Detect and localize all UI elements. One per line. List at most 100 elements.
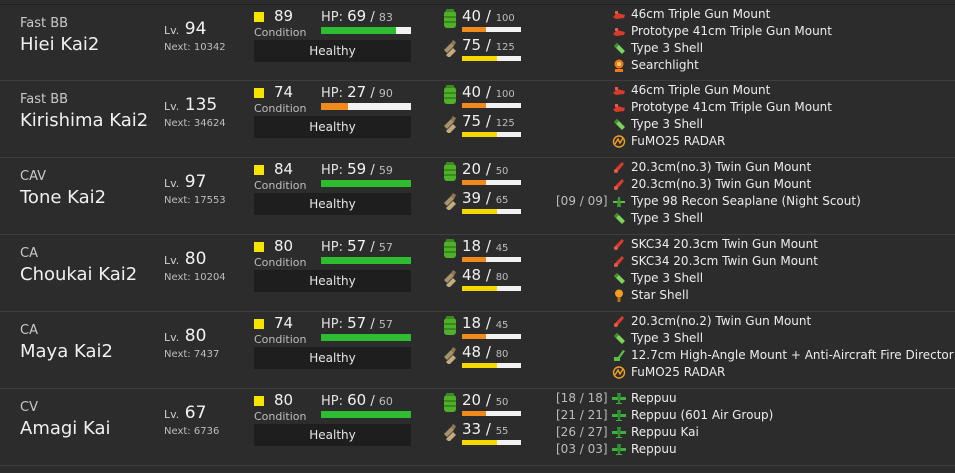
equipment-item[interactable]: [26 / 27] Reppuu Kai xyxy=(556,424,955,441)
next-exp: Next: 7437 xyxy=(164,349,219,360)
hp-max: 60 xyxy=(378,395,393,408)
equipment-item[interactable]: [09 / 09] Type 98 Recon Seaplane (Night S… xyxy=(556,193,955,210)
equipment-item[interactable]: 12.7cm High-Angle Mount + Anti-Aircraft … xyxy=(556,347,955,364)
main-gun-red-icon xyxy=(612,101,626,114)
condition-value: 80 xyxy=(274,237,294,255)
equipment-name: 20.3cm(no.3) Twin Gun Mount xyxy=(631,177,812,191)
equipment-item[interactable]: FuMO25 RADAR xyxy=(556,133,955,150)
ship-row[interactable]: Fast BB Hiei Kai2 Lv. 94 Next: 10342 89 Condi… xyxy=(0,4,955,81)
equipment-item[interactable]: 20.3cm(no.3) Twin Gun Mount xyxy=(556,176,955,193)
hp-readout: HP: 60 / 60 xyxy=(321,391,393,409)
equipment-item[interactable]: [03 / 03] Reppuu xyxy=(556,441,955,458)
ammo-bar xyxy=(462,363,521,368)
equipment-item[interactable]: [18 / 18] Reppuu xyxy=(556,390,955,407)
fuel-bar-fill xyxy=(462,411,486,416)
ship-name: Maya Kai2 xyxy=(20,341,113,362)
hp-prefix: HP: xyxy=(321,317,343,332)
fuel-bar xyxy=(462,411,521,416)
ship-row[interactable]: CA Choukai Kai2 Lv. 80 Next: 10204 80 Conditi… xyxy=(0,235,955,312)
seaplane-green-icon xyxy=(612,195,626,208)
ship-row[interactable]: Fast BB Kirishima Kai2 Lv. 135 Next: 34624 7… xyxy=(0,81,955,158)
equipment-item[interactable]: Type 3 Shell xyxy=(556,210,955,227)
fuel-value: 20 / 50 xyxy=(462,391,509,409)
equipment-item[interactable]: 20.3cm(no.2) Twin Gun Mount xyxy=(556,313,955,330)
equipment-item[interactable]: Prototype 41cm Triple Gun Mount xyxy=(556,23,955,40)
fuel-bar xyxy=(462,180,521,185)
equipment-item[interactable]: 20.3cm(no.3) Twin Gun Mount xyxy=(556,159,955,176)
equipment-list: 20.3cm(no.3) Twin Gun Mount 20.3cm(no.3) … xyxy=(556,159,955,227)
ship-row[interactable]: CA Maya Kai2 Lv. 80 Next: 7437 74 Condition HP… xyxy=(0,312,955,389)
ammo-icon xyxy=(442,344,459,365)
fuel-max: 45 xyxy=(495,243,509,254)
fuel-value: 18 / 45 xyxy=(462,237,509,255)
ammo-value: 48 / 80 xyxy=(462,266,509,284)
equipment-item[interactable]: [21 / 21] Reppuu (601 Air Group) xyxy=(556,407,955,424)
equipment-name: Reppuu (601 Air Group) xyxy=(631,408,774,422)
ship-row[interactable]: CV Amagi Kai Lv. 67 Next: 6736 80 Condition HP… xyxy=(0,389,955,466)
fuel-icon xyxy=(443,162,457,182)
ammo-value: 48 / 80 xyxy=(462,343,509,361)
hp-current: 69 xyxy=(347,7,367,25)
ammo-bar-fill xyxy=(462,56,498,61)
ammo-max: 125 xyxy=(495,42,515,53)
hp-bar-fill xyxy=(321,27,396,34)
condition-indicator xyxy=(254,396,264,406)
equipment-item[interactable]: Star Shell xyxy=(556,287,955,304)
level-prefix: Lv. xyxy=(164,408,180,421)
ammo-bar xyxy=(462,286,521,291)
ammo-bar-fill xyxy=(462,132,498,137)
equipment-item[interactable]: FuMO25 RADAR xyxy=(556,364,955,381)
equipment-name: Reppuu xyxy=(631,391,677,405)
equipment-name: Prototype 41cm Triple Gun Mount xyxy=(631,24,832,38)
hp-bar-fill xyxy=(321,411,411,418)
equipment-item[interactable]: 46cm Triple Gun Mount xyxy=(556,6,955,23)
equipment-item[interactable]: Type 3 Shell xyxy=(556,116,955,133)
equipment-item[interactable]: SKC34 20.3cm Twin Gun Mount xyxy=(556,253,955,270)
shell-green-icon xyxy=(612,272,626,285)
equipment-item[interactable]: Searchlight xyxy=(556,57,955,74)
hp-max: 90 xyxy=(378,87,393,100)
fuel-current: 20 xyxy=(462,160,482,178)
hp-readout: HP: 27 / 90 xyxy=(321,83,393,101)
level-value: 67 xyxy=(184,403,207,423)
fuel-value: 18 / 45 xyxy=(462,314,509,332)
shell-green-icon xyxy=(612,42,626,55)
fuel-icon xyxy=(443,393,457,413)
ship-type: Fast BB xyxy=(20,92,69,107)
level-prefix: Lv. xyxy=(164,100,180,113)
ship-row[interactable]: CAV Tone Kai2 Lv. 97 Next: 17553 84 Condition… xyxy=(0,158,955,235)
ammo-value: 75 / 125 xyxy=(462,112,515,130)
equipment-item[interactable]: SKC34 20.3cm Twin Gun Mount xyxy=(556,236,955,253)
ammo-max: 80 xyxy=(495,272,509,283)
fuel-bar-fill xyxy=(462,257,486,262)
medium-gun-red-icon xyxy=(612,238,626,251)
fuel-max: 100 xyxy=(495,13,515,24)
fighter-green-icon xyxy=(612,392,626,405)
next-exp: Next: 10342 xyxy=(164,42,226,53)
equipment-item[interactable]: Type 3 Shell xyxy=(556,270,955,287)
level-prefix: Lv. xyxy=(164,24,180,37)
status-badge: Healthy xyxy=(254,270,411,292)
level-value: 80 xyxy=(184,326,207,346)
equipment-item[interactable]: Type 3 Shell xyxy=(556,40,955,57)
equipment-item[interactable]: Prototype 41cm Triple Gun Mount xyxy=(556,99,955,116)
medium-gun-red-icon xyxy=(612,255,626,268)
next-exp: Next: 34624 xyxy=(164,118,226,129)
ammo-max: 125 xyxy=(495,118,515,129)
fighter-green-icon xyxy=(612,426,626,439)
condition-label: Condition xyxy=(254,102,307,115)
next-exp: Next: 6736 xyxy=(164,426,219,437)
level-prefix: Lv. xyxy=(164,254,180,267)
radar-icon xyxy=(612,366,626,379)
equipment-item[interactable]: 46cm Triple Gun Mount xyxy=(556,82,955,99)
fuel-icon xyxy=(443,85,457,105)
ammo-current: 48 xyxy=(462,266,482,284)
level: Lv. 80 xyxy=(164,326,206,346)
hp-bar-fill xyxy=(321,334,411,341)
fuel-icon xyxy=(443,316,457,336)
fuel-max: 50 xyxy=(495,397,509,408)
equipment-item[interactable]: Type 3 Shell xyxy=(556,330,955,347)
next-prefix: Next: xyxy=(164,195,191,206)
equipment-name: 20.3cm(no.2) Twin Gun Mount xyxy=(631,314,812,328)
equipment-name: 46cm Triple Gun Mount xyxy=(631,83,771,97)
